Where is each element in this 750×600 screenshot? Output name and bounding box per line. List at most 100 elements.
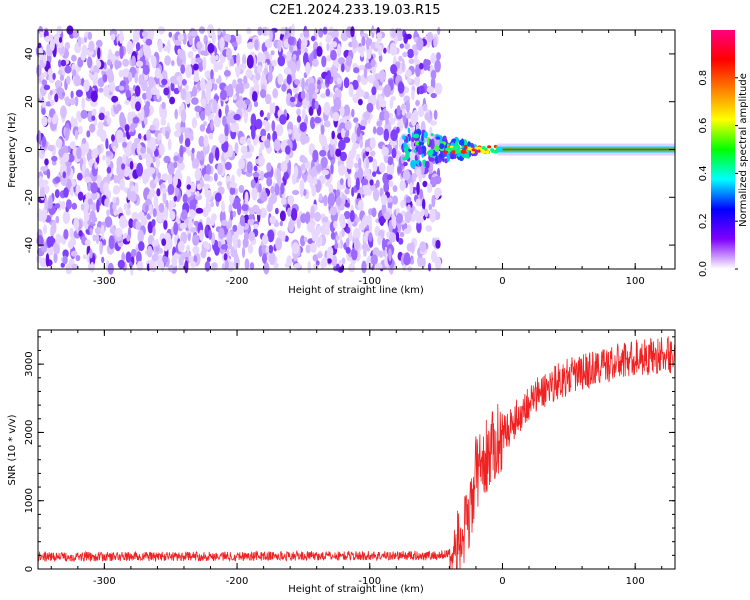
spectrogram-cell — [370, 150, 376, 157]
spectrogram-cell — [235, 65, 240, 78]
spectrogram-cell — [227, 144, 233, 158]
spectrogram-cell — [330, 49, 337, 61]
spectrogram-cell — [348, 83, 354, 98]
spectrogram-cell — [97, 121, 104, 130]
spectrogram-cell — [125, 144, 131, 158]
spectrogram-cell — [357, 46, 364, 54]
spectrogram-cell — [137, 133, 142, 140]
spectrogram-cell — [69, 97, 76, 106]
spectrogram-cell — [237, 238, 241, 249]
spectrogram-cell — [445, 147, 450, 151]
spectrogram-cell — [404, 43, 410, 50]
spectrogram-cell — [338, 57, 345, 65]
spectrogram-cell — [260, 88, 267, 99]
spectrogram-cell — [170, 75, 178, 84]
spectrogram-cell — [247, 41, 254, 50]
spectrogram-cell — [329, 206, 337, 216]
spectrogram-cell — [287, 195, 295, 206]
spectrogram-cell — [442, 135, 447, 141]
spectrogram-cell — [239, 214, 245, 227]
spectrogram-cell — [114, 59, 119, 70]
spectrogram-cell — [293, 263, 302, 269]
spectrogram-cell — [217, 181, 223, 187]
spectrogram-cell — [319, 235, 323, 246]
spectrogram-cell — [376, 126, 384, 136]
spectrogram-cell — [430, 52, 437, 64]
spectrogram-cell — [236, 53, 241, 67]
spectrogram-cell — [300, 213, 307, 224]
spectrogram-cell — [313, 176, 318, 185]
spectrogram-cell — [415, 99, 420, 107]
spectrogram-cell — [70, 90, 74, 99]
spectrogram-cell — [129, 261, 133, 268]
spectrogram-xtick-label: -300 — [93, 276, 116, 287]
spectrogram-cell — [158, 143, 165, 156]
spectrogram-cell — [56, 86, 63, 96]
spectrogram-cell — [218, 108, 222, 119]
spectrogram-cell — [378, 95, 385, 108]
spectrogram-cell — [305, 211, 311, 225]
spectrogram-ytick-label: 40 — [24, 48, 35, 61]
spectrogram-cell — [323, 120, 331, 128]
spectrogram-cell — [415, 198, 421, 207]
spectrogram-cell — [263, 261, 270, 275]
spectrogram-cell — [146, 129, 151, 142]
spectrogram-cell — [351, 79, 359, 90]
spectrogram-cell — [277, 230, 284, 238]
spectrogram-ytick-label: 0 — [24, 146, 35, 152]
spectrogram-cell — [389, 42, 397, 56]
spectrogram-cell — [260, 191, 268, 202]
spectrogram-cell — [325, 227, 330, 236]
spectrogram-cell — [189, 134, 194, 141]
spectrogram-cell — [318, 193, 323, 201]
spectrogram-cell — [114, 196, 120, 206]
spectrogram-cell — [162, 256, 169, 263]
spectrogram-cell — [429, 208, 436, 223]
spectrogram-cell — [326, 43, 330, 52]
spectrogram-cell — [345, 246, 351, 254]
spectrogram-cell — [313, 48, 317, 62]
colorbar-tick-label: 0.4 — [698, 165, 709, 181]
spectrogram-cell — [210, 69, 214, 80]
spectrogram-cell — [248, 214, 254, 220]
colorbar-ticks: 0.0 0.2 0.4 0.6 0.8 — [698, 70, 738, 277]
spectrogram-cell — [261, 135, 267, 142]
spectrogram-cell — [305, 91, 309, 102]
spectrogram-cell — [243, 75, 248, 85]
spectrogram-cell — [87, 198, 93, 206]
spectrogram-cell — [204, 105, 212, 117]
spectrogram-cell — [210, 201, 215, 208]
spectrogram-cell — [248, 231, 256, 242]
spectrogram-cell — [416, 37, 424, 51]
spectrogram-cell — [335, 234, 340, 242]
spectrogram-cell — [163, 45, 168, 52]
spectrogram-cell — [262, 253, 267, 264]
spectrogram-cell — [103, 181, 109, 196]
spectrogram-cell — [367, 49, 372, 60]
spectrogram-cell — [330, 162, 334, 175]
spectrogram-cell — [61, 46, 66, 54]
spectrogram-cell — [435, 211, 441, 220]
spectrogram-cell — [157, 172, 161, 179]
spectrogram-cell — [41, 108, 46, 115]
spectrogram-cell — [389, 141, 398, 146]
spectrogram-cell — [372, 188, 380, 202]
spectrogram-cell — [365, 157, 370, 169]
spectrogram-cell — [141, 30, 148, 38]
spectrogram-cell — [73, 217, 80, 230]
spectrogram-cell — [54, 189, 60, 199]
spectrogram-cell — [161, 187, 168, 194]
spectrogram-cell — [410, 113, 417, 126]
spectrogram-cell — [439, 143, 445, 150]
spectrogram-ytick-label: -40 — [24, 237, 35, 253]
spectrogram-cell — [372, 171, 377, 178]
spectrogram-cell — [244, 191, 249, 205]
spectrogram-cell — [237, 78, 243, 84]
spectrogram-cell — [54, 93, 59, 103]
spectrogram-cell — [113, 174, 119, 184]
spectrogram-cell — [111, 134, 115, 142]
spectrogram-xtick-label: -200 — [226, 276, 249, 287]
spectrogram-cell — [51, 155, 58, 162]
spectrogram-cell — [299, 122, 307, 132]
